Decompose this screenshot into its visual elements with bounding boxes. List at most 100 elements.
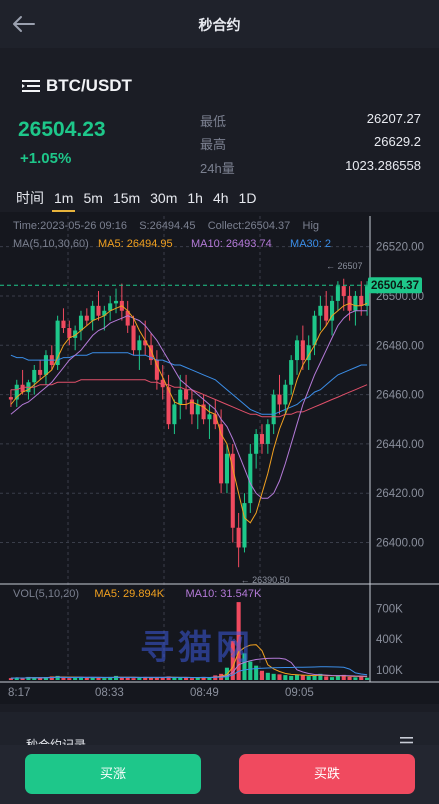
candle-body	[143, 340, 148, 346]
candle-body	[341, 286, 346, 296]
candle-body	[160, 379, 165, 388]
candle-body	[254, 434, 259, 454]
candle-body	[78, 315, 84, 331]
candle-body	[353, 295, 358, 311]
volume-bar	[125, 677, 130, 680]
tab-4h[interactable]: 4h	[212, 190, 229, 206]
candle-body	[289, 360, 294, 385]
tab-5m[interactable]: 5m	[83, 190, 103, 206]
vol-tick-label: 400K	[376, 634, 403, 646]
volume-bar	[131, 678, 136, 680]
volume-bar	[335, 675, 340, 680]
tab-time[interactable]: 时间	[16, 190, 44, 206]
volume-bar	[73, 677, 78, 680]
candle-body	[318, 305, 323, 316]
volume-bar	[230, 641, 235, 680]
volume-bar	[154, 677, 159, 680]
ma5-line	[10, 302, 368, 524]
back-arrow-icon[interactable]	[10, 12, 36, 36]
candle-body	[219, 424, 224, 484]
kline-svg: 26520.00 26500.00 26480.00 26460.00 26440.00…	[0, 216, 439, 699]
low-marker-label: ← 26390.50	[241, 575, 290, 585]
ma30-line	[10, 352, 368, 415]
candle-body	[365, 286, 370, 306]
volume-bar	[236, 602, 241, 680]
volume-bar	[149, 677, 154, 680]
pair-name: BTC/USDT	[46, 76, 132, 95]
info-s: S:26494.45	[139, 220, 196, 232]
volume-bar	[43, 677, 48, 680]
buy-up-button[interactable]: 买涨	[25, 754, 201, 794]
vol-tick-label: 700K	[376, 603, 403, 615]
y-tick-label: 26440.00	[376, 439, 424, 451]
low-value: 26207.27	[366, 111, 421, 126]
candle-body	[189, 399, 194, 415]
volume-bar	[102, 678, 107, 680]
volume-bar	[353, 677, 358, 680]
volume-bar	[283, 675, 288, 680]
candle-body	[312, 315, 317, 346]
volume-bar	[38, 677, 43, 680]
high-value: 26629.2	[374, 134, 421, 149]
volume-bar	[341, 674, 346, 680]
kline-chart[interactable]: 26520.00 26500.00 26480.00 26460.00 26440.00…	[0, 212, 439, 704]
volume-bar	[271, 673, 276, 680]
volume-bar	[61, 677, 66, 680]
volume-value: 1023.286558	[345, 158, 421, 173]
page-title: 秒合约	[198, 17, 241, 33]
y-tick-label: 26520.00	[376, 242, 424, 254]
tab-30m[interactable]: 30m	[150, 190, 178, 206]
volume-bar	[84, 677, 89, 680]
high-marker-label: ← 26507	[326, 261, 363, 271]
candle-body	[330, 300, 335, 321]
chart-info-row: Time:2023-05-26 09:16 S:26494.45 Collect…	[13, 220, 319, 232]
price-change: +1.05%	[20, 150, 72, 167]
candle-body	[172, 404, 177, 425]
candle-body	[149, 345, 154, 361]
vol-tick-label: 100K	[376, 665, 403, 677]
candle-body	[55, 320, 60, 366]
tab-1h[interactable]: 1h	[187, 190, 203, 206]
volume-bar	[300, 675, 305, 680]
ma-label: MA(5,10,30,60)	[13, 238, 89, 250]
header-bar: 秒合约	[0, 0, 439, 48]
candle-body	[306, 345, 311, 361]
vol-label: VOL(5,10,20)	[13, 588, 80, 600]
candle-body	[131, 325, 136, 351]
candle-body	[248, 453, 253, 504]
volume-bar	[119, 677, 124, 680]
volume-bar	[172, 677, 177, 680]
volume-bar	[166, 676, 171, 680]
y-tick-label: 26400.00	[376, 538, 424, 550]
tab-15m[interactable]: 15m	[112, 190, 141, 206]
candle-body	[335, 286, 340, 301]
y-tick-label: 26500.00	[376, 291, 424, 303]
ma30-value: MA30: 2	[290, 238, 332, 250]
low-label: 最低	[200, 114, 227, 129]
volume-bar	[178, 677, 183, 680]
candle-body	[73, 330, 78, 338]
volume-bar	[277, 674, 282, 680]
y-tick-label: 26420.00	[376, 488, 424, 500]
buy-down-button[interactable]: 买跌	[239, 754, 415, 794]
volume-bar	[306, 676, 311, 680]
candle-body	[242, 503, 247, 548]
ticker-panel	[0, 48, 439, 220]
volume-bar	[207, 677, 212, 680]
volume-bar	[195, 677, 200, 680]
tab-1m[interactable]: 1m	[49, 189, 78, 213]
volume-bar	[265, 672, 270, 680]
volume-bar	[90, 677, 95, 680]
volume-bar	[67, 678, 72, 680]
candle-body	[324, 305, 329, 321]
timeframe-tabs: 时间 1m 5m 15m 30m 1h 4h 1D	[16, 189, 261, 213]
volume-bar	[96, 677, 101, 680]
info-time: Time:2023-05-26 09:16	[13, 220, 127, 232]
tab-1d[interactable]: 1D	[238, 190, 257, 206]
volume-bar	[143, 676, 148, 680]
candle-body	[271, 394, 276, 425]
pair-selector[interactable]: BTC/USDT	[22, 76, 132, 96]
volume-bar	[259, 670, 265, 680]
vol-ma10-value: MA10: 31.547K	[185, 588, 262, 600]
candle-body	[283, 384, 288, 405]
